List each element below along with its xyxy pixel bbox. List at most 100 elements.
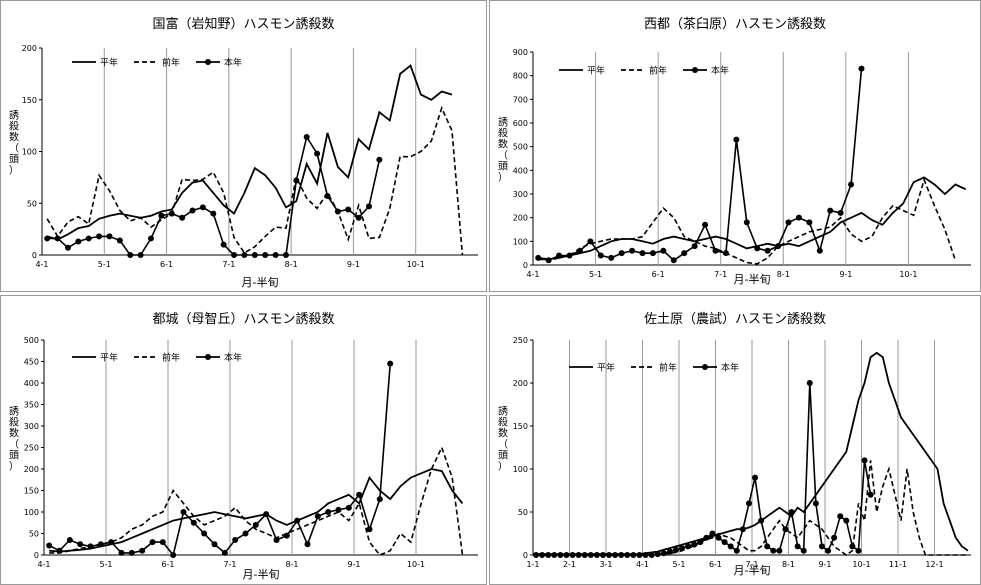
data-point bbox=[189, 207, 196, 214]
data-point bbox=[764, 247, 771, 254]
legend-marker bbox=[205, 59, 211, 65]
data-point bbox=[241, 252, 248, 258]
data-point bbox=[127, 252, 134, 258]
x-tick-label: 5-1 bbox=[99, 560, 112, 569]
chart-title: 都城（母智丘）ハスモン誘殺数 bbox=[152, 312, 334, 327]
data-point bbox=[334, 208, 341, 215]
data-point bbox=[818, 543, 825, 550]
data-point bbox=[251, 252, 258, 258]
y-axis-label: 誘殺数（頭） bbox=[9, 405, 19, 473]
x-tick-label: 8-1 bbox=[777, 270, 790, 279]
x-tick-label: 10-1 bbox=[852, 560, 870, 569]
y-tick-label: 300 bbox=[24, 422, 39, 431]
data-point bbox=[837, 209, 844, 216]
y-tick-label: 150 bbox=[24, 487, 39, 496]
data-point bbox=[764, 543, 771, 550]
data-point bbox=[324, 193, 331, 200]
chart-svg: 西都（茶臼原）ハスモン誘殺数 0 100 200 300 400 500 600 700 800 9… bbox=[489, 0, 981, 292]
data-point bbox=[618, 250, 625, 257]
data-point bbox=[366, 526, 373, 533]
legend-label: 本年 bbox=[711, 65, 729, 77]
chart-title: 国富（岩知野）ハスモン誘殺数 bbox=[152, 16, 334, 32]
x-tick-label: 3-1 bbox=[599, 560, 612, 569]
x-tick-label: 10-1 bbox=[407, 260, 425, 269]
data-point bbox=[581, 552, 588, 558]
data-point bbox=[366, 203, 372, 210]
data-point bbox=[75, 238, 82, 245]
y-tick-label: 150 bbox=[22, 96, 37, 105]
data-point bbox=[739, 526, 746, 533]
chart-panel-saito: 西都（茶臼原）ハスモン誘殺数 0 100 200 300 400 500 600 700 800 9… bbox=[489, 0, 981, 292]
chart-panel-sadowara: 佐土原（農試）ハスモン誘殺数 0 50 100 150 200 250 1-1 2-1 3-1 4-… bbox=[489, 295, 981, 585]
data-point bbox=[355, 214, 362, 221]
data-point bbox=[159, 539, 166, 546]
data-point bbox=[858, 65, 865, 72]
data-point bbox=[44, 235, 51, 242]
data-point bbox=[743, 219, 750, 226]
data-point bbox=[630, 552, 637, 558]
data-point bbox=[722, 250, 729, 257]
y-tick-label: 200 bbox=[513, 379, 528, 388]
y-tick-label: 450 bbox=[24, 358, 39, 367]
series-line-marker bbox=[536, 382, 872, 556]
y-tick-label: 50 bbox=[29, 530, 39, 539]
x-tick-label: 10-1 bbox=[407, 560, 425, 569]
data-point bbox=[376, 156, 383, 163]
data-point bbox=[168, 210, 175, 217]
data-point bbox=[867, 491, 874, 498]
data-point bbox=[376, 496, 383, 503]
legend-label: 前年 bbox=[162, 352, 180, 364]
data-point bbox=[190, 519, 197, 526]
data-point bbox=[587, 238, 594, 245]
data-point bbox=[179, 214, 186, 221]
data-point bbox=[636, 552, 643, 558]
x-tick-label: 5-1 bbox=[589, 270, 602, 279]
data-point bbox=[77, 541, 84, 548]
data-point bbox=[533, 552, 540, 558]
x-tick-label: 2-1 bbox=[563, 560, 576, 569]
data-point bbox=[733, 136, 740, 143]
data-point bbox=[855, 547, 862, 554]
data-point bbox=[325, 509, 332, 515]
data-point bbox=[629, 247, 636, 254]
data-point bbox=[569, 552, 576, 558]
legend-label: 本年 bbox=[721, 362, 739, 374]
y-tick-label: 100 bbox=[513, 237, 528, 246]
data-point bbox=[539, 552, 546, 558]
data-point bbox=[116, 237, 123, 244]
y-tick-label: 0 bbox=[34, 551, 39, 560]
data-point bbox=[670, 257, 677, 264]
data-point bbox=[231, 252, 238, 258]
x-tick-label: 6-1 bbox=[161, 560, 174, 569]
data-point bbox=[702, 221, 709, 228]
y-axis-label: 誘殺数（頭） bbox=[498, 116, 508, 184]
data-point bbox=[681, 250, 688, 257]
data-point bbox=[180, 509, 187, 515]
data-point bbox=[96, 233, 103, 240]
data-point bbox=[788, 509, 795, 515]
y-tick-label: 0 bbox=[523, 261, 528, 270]
y-tick-label: 400 bbox=[513, 166, 528, 175]
data-point bbox=[733, 547, 740, 554]
legend-label: 本年 bbox=[224, 352, 242, 364]
legend-label: 平年 bbox=[597, 362, 615, 374]
series-line-marker bbox=[48, 363, 391, 557]
data-point bbox=[576, 247, 583, 254]
data-point bbox=[106, 233, 113, 240]
data-point bbox=[697, 539, 704, 546]
data-point bbox=[221, 549, 228, 556]
x-tick-label: 4-1 bbox=[526, 270, 539, 279]
data-point bbox=[335, 506, 342, 513]
data-point bbox=[201, 530, 208, 537]
y-tick-label: 800 bbox=[513, 72, 528, 81]
data-point bbox=[715, 534, 722, 541]
chart-svg: 都城（母智丘）ハスモン誘殺数 0 50 100 150 200 250 300 350 400 45… bbox=[0, 295, 487, 585]
series-line-dashed bbox=[49, 445, 464, 556]
data-point bbox=[831, 534, 838, 541]
data-point bbox=[575, 552, 582, 558]
data-point bbox=[776, 547, 783, 554]
data-point bbox=[118, 549, 125, 556]
panel-border bbox=[0, 0, 487, 292]
data-point bbox=[545, 552, 552, 558]
y-tick-label: 700 bbox=[513, 95, 528, 104]
